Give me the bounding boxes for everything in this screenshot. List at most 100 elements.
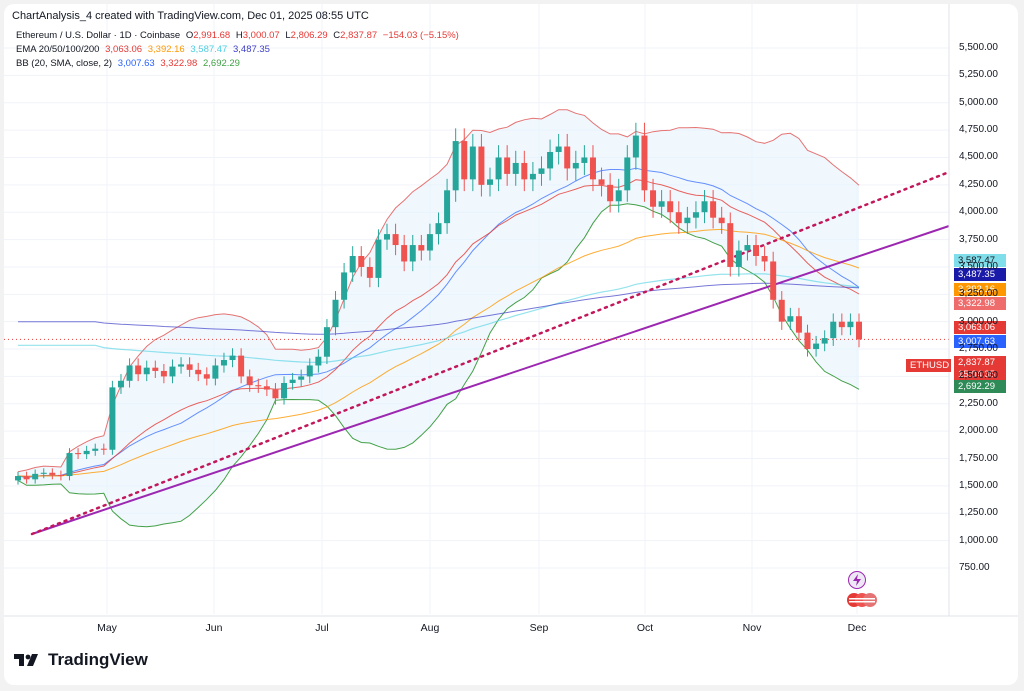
x-tick-label: Sep [529,622,549,634]
ema20-line [17,179,860,477]
legend-ema20: 3,063.06 [105,44,143,55]
y-tick-label: 1,750.00 [959,452,998,464]
candle-body [255,385,262,387]
legend-bb-upper: 3,322.98 [160,58,198,69]
candle-body [710,201,717,218]
x-tick-label: Aug [420,622,440,634]
countdown-value: 15:04:35 [958,369,995,380]
candle-body [143,367,150,375]
candle-body [298,376,305,380]
y-tick-label: 2,750.00 [959,343,998,355]
candle-body [675,212,682,224]
legend-bb-row: BB (20, SMA, close, 2) 3,007.63 3,322.98… [16,58,243,69]
candle-body [744,245,751,251]
candle-body [281,382,288,399]
candle-body [220,360,227,366]
candle-body [632,135,639,158]
candle-body [401,245,408,262]
candle-body [452,141,459,191]
candle-body [160,370,167,377]
x-tick-label: Dec [847,622,867,634]
legend-ema-label: EMA 20/50/100/200 [16,44,100,55]
candle-body [572,162,579,169]
legend-symbol-row: Ethereum / U.S. Dollar · 1D · Coinbase O… [16,30,462,41]
ema100-line [18,273,860,364]
candle-body [152,367,159,371]
candle-body [607,184,614,202]
candle-body [332,299,339,328]
candle-body [821,338,828,344]
candle-body [66,453,73,477]
x-tick-label: Jun [205,622,223,634]
y-tick-label: 3,500.00 [959,260,998,272]
legend-ema-row: EMA 20/50/100/200 3,063.06 3,392.16 3,58… [16,44,273,55]
ema50-line [17,228,860,477]
y-tick-label: 2,500.00 [959,370,998,382]
candle-body [418,245,425,251]
candle-body [778,299,785,322]
brand-name: TradingView [48,650,148,669]
y-tick-label: 5,000.00 [959,96,998,108]
candle-body [804,332,811,350]
legend-bb-lower: 2,692.29 [202,58,240,69]
tag-last-price: 2,837.87 15:04:35 [954,356,1006,381]
legend-bb-basis: 3,007.63 [117,58,155,69]
candle-body [272,389,279,399]
legend-high: H3,000.07 [235,30,280,41]
candle-body [195,369,202,375]
y-tick-label: 2,000.00 [959,425,998,437]
legend-ema50: 3,392.16 [147,44,185,55]
x-tick-label: May [97,622,117,634]
candle-body [495,157,502,180]
candle-body [409,245,416,262]
candle-body [178,364,185,367]
y-tick-label: 3,750.00 [959,233,998,245]
trendline-solid [31,225,950,535]
chart-card: ChartAnalysis_4 created with TradingView… [4,4,1018,685]
tag-ema50: 3,392.16 [954,283,1006,296]
tradingview-logo-icon [14,654,38,666]
y-tick-label: 3,250.00 [959,288,998,300]
lightning-icon[interactable] [848,571,866,589]
candle-body [650,190,657,207]
candle-body [315,356,322,366]
candle-body [770,261,777,300]
tag-bb-lower: 2,692.29 [954,380,1006,393]
legend-change: −154.03 (−5.15%) [382,30,459,41]
candle-body [49,472,56,475]
candle-body [186,364,193,370]
y-tick-label: 4,750.00 [959,124,998,136]
candle-body [117,380,124,388]
tag-bb-upper: 3,322.98 [954,297,1006,310]
candle-body [727,223,734,267]
candle-body [392,234,399,246]
candle-body [229,355,236,360]
candle-body [753,245,760,256]
bb-basis-line [17,167,860,479]
x-tick-label: Nov [742,622,762,634]
legend-close: C2,837.87 [333,30,378,41]
candle-body [15,476,21,481]
flags-icon[interactable] [846,592,880,608]
candle-body [306,365,313,377]
candle-body [135,365,142,375]
candle-body [358,256,365,267]
candle-body [469,146,476,180]
candle-body [718,217,725,224]
bb-lower-line [17,203,860,528]
candle-body [598,179,605,185]
candle-body [847,321,854,328]
candle-body [92,448,99,451]
y-tick-label: 4,500.00 [959,151,998,163]
candle-body [444,190,451,224]
tag-ema100: 3,587.47 [954,254,1006,267]
candle-body [40,472,47,474]
price-chart[interactable] [4,4,1018,685]
tag-ema200: 3,487.35 [954,268,1006,281]
candle-body [838,321,845,328]
candle-body [109,387,116,450]
candle-body [684,217,691,224]
candle-body [57,474,64,477]
candle-body [426,234,433,251]
candle-body [263,386,270,390]
